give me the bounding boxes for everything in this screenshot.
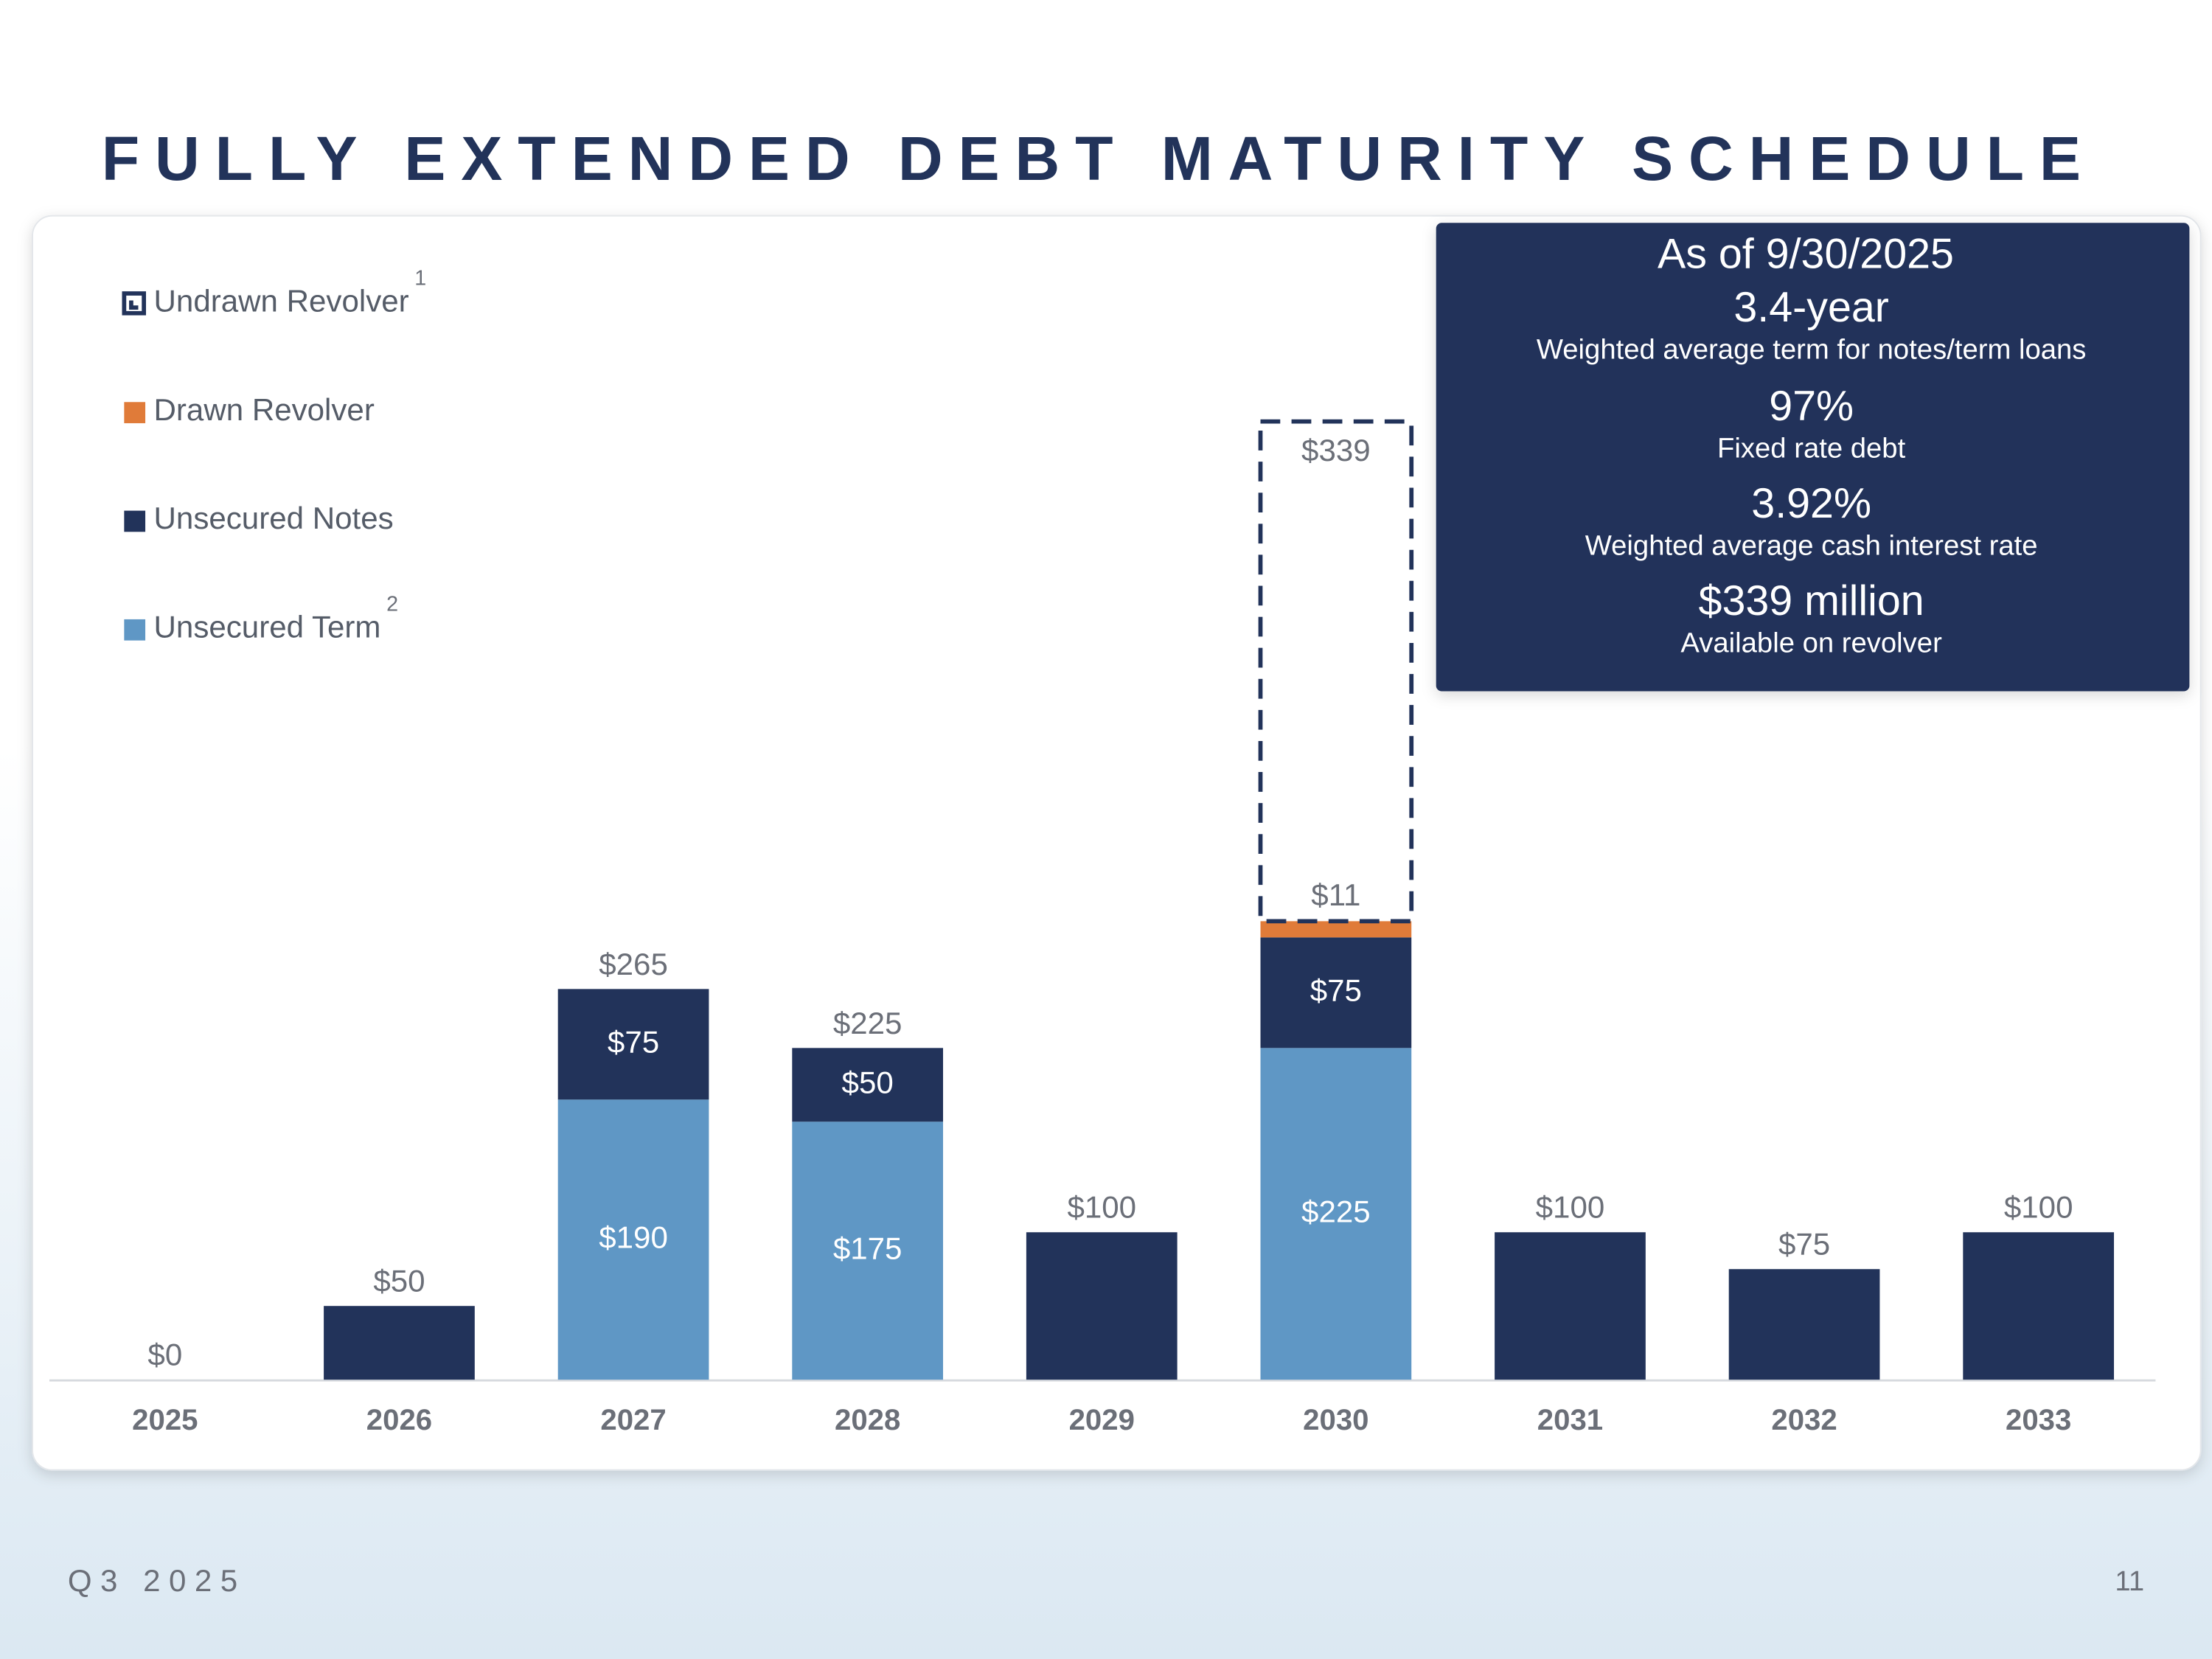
value-label: $190 [599,1220,668,1254]
x-tick-label: 2025 [132,1403,198,1436]
total-label: $75 [1778,1227,1830,1262]
legend-label: Unsecured Term [154,609,381,644]
info-value: $339 million [1699,577,1924,625]
x-tick-label: 2029 [1069,1403,1135,1436]
info-caption: Weighted average cash interest rate [1585,529,2038,561]
total-label: $100 [1067,1190,1136,1225]
bar-segment [1495,1232,1646,1380]
bar-segment [1026,1232,1178,1380]
slide-title: FULLY EXTENDED DEBT MATURITY SCHEDULE [102,124,2081,193]
info-caption: Weighted average term for notes/term loa… [1537,334,2087,366]
page-number: 11 [2115,1565,2144,1597]
value-label: $175 [833,1231,902,1265]
legend-footnote: 2 [386,592,398,616]
legend-swatch [124,510,146,532]
value-label: $75 [1310,973,1362,1007]
bar-segment [792,1121,944,1380]
undrawn-bar [1258,419,1414,924]
bar-segment [1260,937,1412,1048]
x-tick-label: 2026 [366,1403,432,1436]
value-label: $75 [608,1024,659,1059]
info-value: 3.4-year [1733,284,1888,331]
x-tick-label: 2032 [1771,1403,1837,1436]
legend-swatch [124,402,146,423]
x-tick-label: 2027 [600,1403,666,1436]
total-label: $50 [373,1264,425,1298]
legend-label: Drawn Revolver [154,392,375,427]
x-tick-label: 2031 [1537,1403,1603,1436]
legend-swatch [122,291,147,316]
legend-label: Undrawn Revolver [154,283,409,318]
footer-period: Q3 2025 [68,1563,246,1598]
bar-segment [1260,1048,1412,1380]
bar-segment [324,1306,475,1380]
info-value: 3.92% [1751,480,1871,527]
info-heading: As of 9/30/2025 [1658,230,1954,277]
bar-segment [1260,921,1412,938]
info-panel [1436,223,2190,692]
x-tick-label: 2030 [1303,1403,1368,1436]
total-label: $0 [147,1338,182,1372]
info-caption: Fixed rate debt [1717,432,1906,464]
legend-footnote: 1 [414,266,426,290]
x-tick-label: 2033 [2006,1403,2071,1436]
info-value: 97% [1769,383,1854,430]
legend-swatch [124,619,146,641]
value-label: $11 [1311,877,1360,912]
value-label: $50 [842,1065,894,1099]
total-label: $265 [599,947,668,981]
bar-segment [1963,1232,2115,1380]
bar-segment [1728,1269,1880,1380]
info-caption: Available on revolver [1680,627,1942,658]
value-label: $225 [1301,1194,1371,1228]
bar-segment [792,1048,944,1122]
legend-label: Unsecured Notes [154,501,394,535]
x-tick-label: 2028 [835,1403,900,1436]
value-label: $339 [1301,433,1371,467]
total-label: $225 [833,1006,902,1040]
total-label: $100 [2004,1190,2073,1225]
bar-segment [557,1099,709,1380]
bar-segment [557,989,709,1100]
total-label: $100 [1536,1190,1605,1225]
